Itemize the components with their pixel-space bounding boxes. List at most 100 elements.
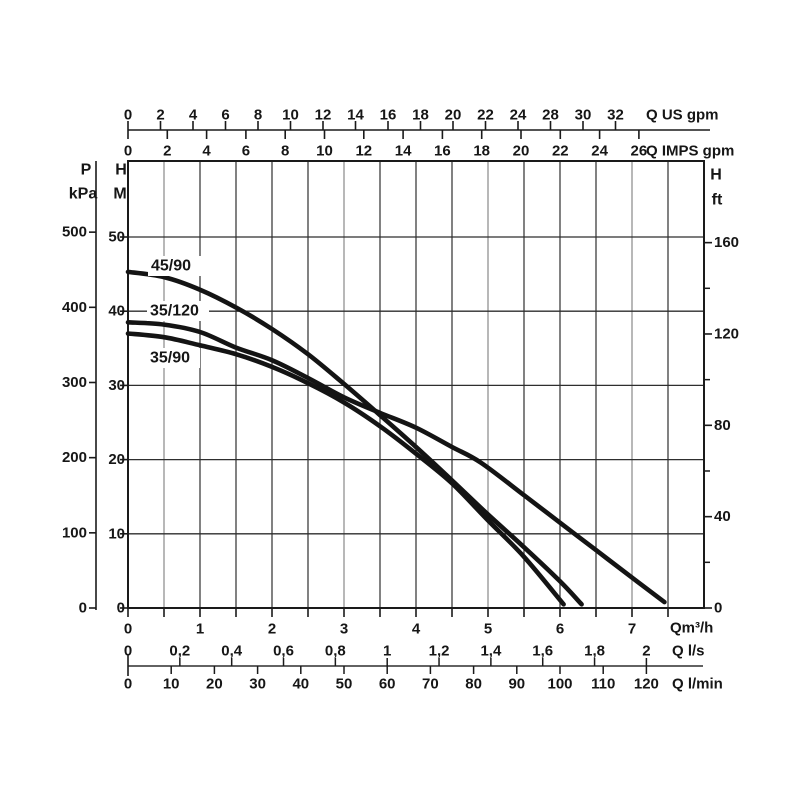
imps-gpm-tick-label: 6 (242, 143, 250, 160)
pressure-unit-label: kPa (69, 186, 98, 203)
ls-tick-label: 0,6 (273, 643, 294, 660)
imps-gpm-tick-label: 0 (124, 143, 132, 160)
m3h-tick-label: 2 (268, 621, 276, 638)
kpa-tick-label: 200 (62, 449, 87, 466)
us-gpm-tick-label: 30 (575, 107, 592, 124)
head-m-tick-label: 50 (108, 229, 125, 246)
head-ft-tick-label: 0 (714, 600, 722, 617)
us-gpm-tick-label: 22 (477, 107, 494, 124)
ls-tick-label: 1 (383, 643, 391, 660)
curve-label-35-120: 35/120 (150, 303, 199, 320)
plot-border (127, 160, 705, 609)
pump-curve-45-90 (125, 269, 584, 607)
lmin-tick-label: 100 (547, 676, 572, 693)
kpa-tick-label: 500 (62, 224, 87, 241)
curve-label-45-90: 45/90 (151, 258, 191, 275)
kpa-tick-label: 0 (79, 600, 87, 617)
imps-gpm-tick-label: 8 (281, 143, 289, 160)
head-m-tick-label: 20 (108, 451, 125, 468)
us-gpm-axis-label: Q US gpm (646, 107, 719, 124)
pump-curve-35-90 (125, 331, 566, 607)
imps-gpm-tick-label: 20 (513, 143, 530, 160)
m3h-tick-label: 6 (556, 621, 564, 638)
pump-curve-35-120 (125, 320, 667, 605)
lmin-axis-label: Q l/min (672, 676, 723, 693)
imps-gpm-axis-label: Q IMPS gpm (646, 143, 734, 160)
head-ft-symbol-label: H (710, 167, 722, 184)
us-gpm-tick-label: 6 (221, 107, 229, 124)
head-ft-tick-label: 80 (714, 417, 731, 434)
imps-gpm-tick-label: 18 (473, 143, 490, 160)
curve-label-backing (147, 301, 209, 321)
us-gpm-tick-label: 12 (315, 107, 332, 124)
ls-tick-label: 0,4 (221, 643, 243, 660)
lmin-tick-label: 50 (336, 676, 353, 693)
m3h-tick-label: 5 (484, 621, 492, 638)
m3h-tick-label: 1 (196, 621, 204, 638)
head-m-tick-label: 0 (117, 600, 125, 617)
head-unit-label: M (113, 186, 126, 203)
us-gpm-tick-label: 16 (380, 107, 397, 124)
lmin-tick-label: 20 (206, 676, 223, 693)
imps-gpm-tick-label: 14 (395, 143, 412, 160)
m3h-tick-label: 4 (412, 621, 421, 638)
imps-gpm-tick-label: 24 (591, 143, 608, 160)
lmin-tick-label: 80 (465, 676, 482, 693)
ls-tick-label: 0,2 (169, 643, 190, 660)
us-gpm-tick-label: 28 (542, 107, 559, 124)
us-gpm-tick-label: 2 (156, 107, 164, 124)
ls-tick-label: 1,8 (584, 643, 605, 660)
ls-tick-label: 2 (642, 643, 650, 660)
head-ft-tick-label: 160 (714, 234, 739, 251)
curve-label-backing (148, 256, 201, 276)
head-ft-tick-label: 40 (714, 508, 731, 525)
head-m-tick-label: 10 (108, 525, 125, 542)
head-m-tick-label: 30 (108, 377, 125, 394)
us-gpm-tick-label: 20 (445, 107, 462, 124)
ls-tick-label: 1,4 (480, 643, 502, 660)
lmin-tick-label: 70 (422, 676, 439, 693)
lmin-tick-label: 90 (508, 676, 525, 693)
pressure-symbol-label: P (81, 162, 92, 179)
head-m-tick-label: 40 (108, 303, 125, 320)
us-gpm-tick-label: 10 (282, 107, 299, 124)
imps-gpm-tick-label: 10 (316, 143, 333, 160)
lmin-tick-label: 30 (249, 676, 266, 693)
curve-label-backing (147, 348, 200, 368)
us-gpm-tick-label: 14 (347, 107, 364, 124)
m3h-axis-label: Qm³/h (670, 620, 713, 637)
imps-gpm-tick-label: 26 (631, 143, 648, 160)
ls-tick-label: 0 (124, 643, 132, 660)
us-gpm-tick-label: 8 (254, 107, 262, 124)
curve-label-35-90: 35/90 (150, 350, 190, 367)
lmin-tick-label: 10 (163, 676, 180, 693)
imps-gpm-tick-label: 4 (202, 143, 211, 160)
head-ft-unit-label: ft (712, 192, 723, 209)
kpa-tick-label: 400 (62, 299, 87, 316)
us-gpm-tick-label: 32 (607, 107, 624, 124)
lmin-tick-label: 0 (124, 676, 132, 693)
ls-tick-label: 0,8 (325, 643, 346, 660)
imps-gpm-tick-label: 2 (163, 143, 171, 160)
imps-gpm-tick-label: 16 (434, 143, 451, 160)
m3h-tick-label: 7 (628, 621, 636, 638)
head-symbol-label: H (115, 162, 127, 179)
head-ft-tick-label: 120 (714, 325, 739, 342)
us-gpm-tick-label: 24 (510, 107, 527, 124)
m3h-tick-label: 0 (124, 621, 132, 638)
lmin-tick-label: 120 (634, 676, 659, 693)
us-gpm-tick-label: 18 (412, 107, 429, 124)
ls-tick-label: 1,2 (429, 643, 450, 660)
imps-gpm-tick-label: 22 (552, 143, 569, 160)
kpa-tick-label: 300 (62, 374, 87, 391)
kpa-tick-label: 100 (62, 524, 87, 541)
lmin-tick-label: 60 (379, 676, 396, 693)
lmin-tick-label: 40 (292, 676, 309, 693)
ls-tick-label: 1,6 (532, 643, 553, 660)
m3h-tick-label: 3 (340, 621, 348, 638)
imps-gpm-tick-label: 12 (355, 143, 372, 160)
lmin-tick-label: 110 (591, 676, 615, 693)
ls-axis-label: Q l/s (672, 643, 705, 660)
